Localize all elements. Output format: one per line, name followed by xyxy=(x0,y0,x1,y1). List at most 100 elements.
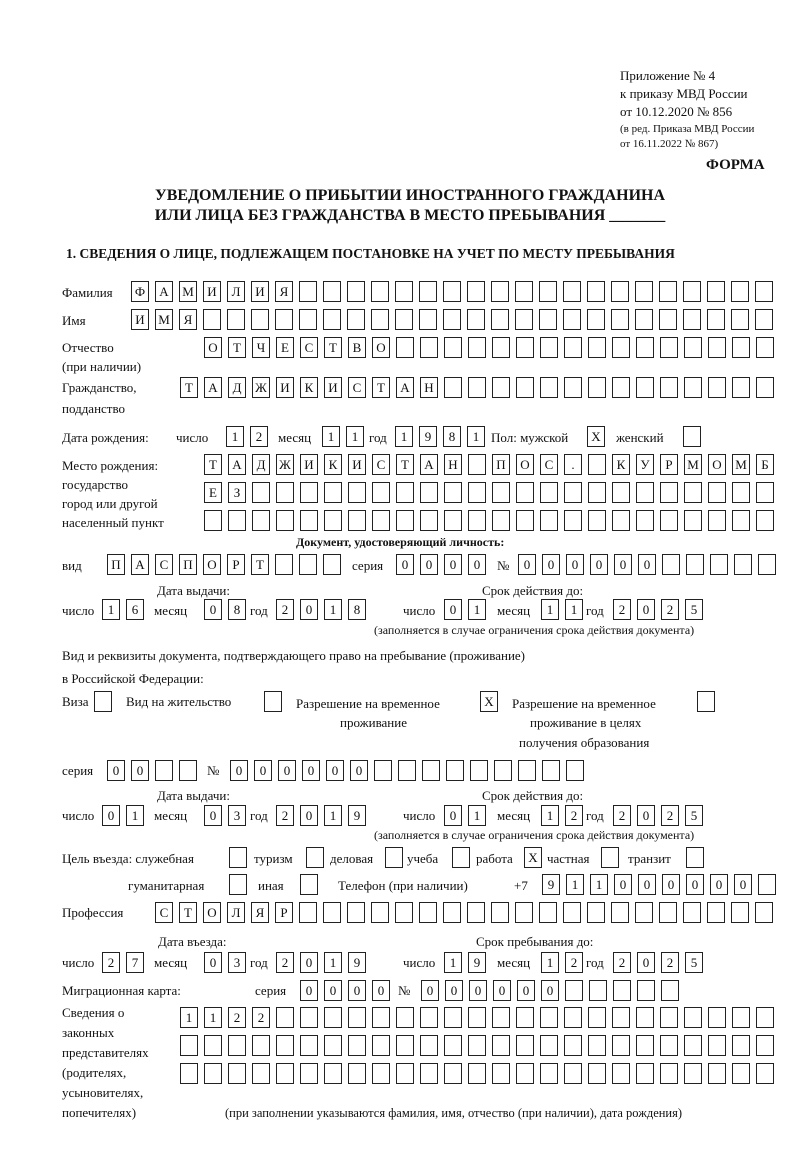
char-cell[interactable]: О xyxy=(372,337,390,358)
char-cell[interactable] xyxy=(588,1007,606,1028)
char-cell[interactable] xyxy=(707,281,725,302)
char-cell[interactable]: 0 xyxy=(542,554,560,575)
char-cell[interactable] xyxy=(589,980,607,1001)
char-cell[interactable] xyxy=(444,1035,462,1056)
char-cell[interactable] xyxy=(467,281,485,302)
char-cell[interactable]: С xyxy=(155,902,173,923)
char-cell[interactable] xyxy=(684,1035,702,1056)
char-cell[interactable] xyxy=(252,482,270,503)
char-cell[interactable]: 9 xyxy=(542,874,560,895)
char-cell[interactable]: 0 xyxy=(107,760,125,781)
char-cell[interactable]: 0 xyxy=(302,760,320,781)
char-cell[interactable] xyxy=(323,309,341,330)
char-cell[interactable]: 2 xyxy=(613,952,631,973)
char-cell[interactable]: 0 xyxy=(204,599,222,620)
char-cell[interactable]: 2 xyxy=(661,599,679,620)
char-cell[interactable] xyxy=(422,760,440,781)
char-cell[interactable]: Н xyxy=(420,377,438,398)
char-cell[interactable] xyxy=(516,377,534,398)
char-cell[interactable]: 0 xyxy=(566,554,584,575)
char-cell[interactable] xyxy=(252,1035,270,1056)
char-cell[interactable] xyxy=(755,309,773,330)
char-cell[interactable] xyxy=(443,309,461,330)
char-cell[interactable] xyxy=(731,902,749,923)
char-cell[interactable] xyxy=(300,1063,318,1084)
char-cell[interactable]: 0 xyxy=(350,760,368,781)
char-cell[interactable] xyxy=(395,902,413,923)
char-cell[interactable] xyxy=(203,309,221,330)
char-cell[interactable]: К xyxy=(300,377,318,398)
char-cell[interactable] xyxy=(324,1035,342,1056)
char-cell[interactable] xyxy=(756,1063,774,1084)
char-cell[interactable] xyxy=(732,1063,750,1084)
char-cell[interactable]: Т xyxy=(251,554,269,575)
char-cell[interactable]: 1 xyxy=(444,952,462,973)
char-cell[interactable] xyxy=(419,902,437,923)
char-cell[interactable] xyxy=(468,1007,486,1028)
char-cell[interactable] xyxy=(494,760,512,781)
char-cell[interactable] xyxy=(564,377,582,398)
char-cell[interactable]: Я xyxy=(179,309,197,330)
char-cell[interactable] xyxy=(444,377,462,398)
char-cell[interactable] xyxy=(468,1063,486,1084)
char-cell[interactable] xyxy=(348,482,366,503)
checkbox[interactable] xyxy=(697,691,715,712)
char-cell[interactable] xyxy=(539,281,557,302)
char-cell[interactable]: 5 xyxy=(685,952,703,973)
char-cell[interactable]: 1 xyxy=(590,874,608,895)
char-cell[interactable] xyxy=(396,1035,414,1056)
char-cell[interactable] xyxy=(323,281,341,302)
char-cell[interactable] xyxy=(587,309,605,330)
char-cell[interactable]: И xyxy=(131,309,149,330)
char-cell[interactable] xyxy=(660,337,678,358)
char-cell[interactable] xyxy=(540,1035,558,1056)
char-cell[interactable]: Л xyxy=(227,281,245,302)
char-cell[interactable] xyxy=(683,309,701,330)
char-cell[interactable] xyxy=(420,1007,438,1028)
char-cell[interactable]: 0 xyxy=(204,805,222,826)
char-cell[interactable]: 0 xyxy=(638,554,656,575)
char-cell[interactable] xyxy=(396,337,414,358)
char-cell[interactable]: 2 xyxy=(565,805,583,826)
char-cell[interactable]: А xyxy=(131,554,149,575)
char-cell[interactable] xyxy=(707,902,725,923)
char-cell[interactable] xyxy=(204,1035,222,1056)
char-cell[interactable] xyxy=(204,1063,222,1084)
char-cell[interactable]: 0 xyxy=(396,554,414,575)
char-cell[interactable] xyxy=(395,281,413,302)
checkbox[interactable] xyxy=(686,847,704,868)
char-cell[interactable] xyxy=(566,760,584,781)
char-cell[interactable] xyxy=(419,309,437,330)
char-cell[interactable]: 0 xyxy=(638,874,656,895)
char-cell[interactable]: 2 xyxy=(613,599,631,620)
char-cell[interactable] xyxy=(299,309,317,330)
char-cell[interactable]: 0 xyxy=(278,760,296,781)
checkbox[interactable] xyxy=(94,691,112,712)
char-cell[interactable] xyxy=(636,337,654,358)
char-cell[interactable] xyxy=(468,337,486,358)
char-cell[interactable] xyxy=(684,377,702,398)
char-cell[interactable] xyxy=(612,510,630,531)
char-cell[interactable] xyxy=(563,902,581,923)
char-cell[interactable]: 9 xyxy=(348,805,366,826)
char-cell[interactable]: 0 xyxy=(348,980,366,1001)
char-cell[interactable] xyxy=(684,1063,702,1084)
char-cell[interactable] xyxy=(731,281,749,302)
char-cell[interactable] xyxy=(635,309,653,330)
char-cell[interactable] xyxy=(468,510,486,531)
char-cell[interactable] xyxy=(540,1007,558,1028)
char-cell[interactable] xyxy=(323,554,341,575)
char-cell[interactable] xyxy=(539,309,557,330)
char-cell[interactable]: 0 xyxy=(686,874,704,895)
char-cell[interactable] xyxy=(251,309,269,330)
char-cell[interactable]: 0 xyxy=(445,980,463,1001)
char-cell[interactable]: С xyxy=(300,337,318,358)
char-cell[interactable] xyxy=(636,1007,654,1028)
char-cell[interactable] xyxy=(539,902,557,923)
char-cell[interactable] xyxy=(276,1035,294,1056)
char-cell[interactable]: 0 xyxy=(300,952,318,973)
char-cell[interactable]: А xyxy=(155,281,173,302)
char-cell[interactable]: 2 xyxy=(102,952,120,973)
char-cell[interactable] xyxy=(612,1063,630,1084)
char-cell[interactable] xyxy=(637,980,655,1001)
